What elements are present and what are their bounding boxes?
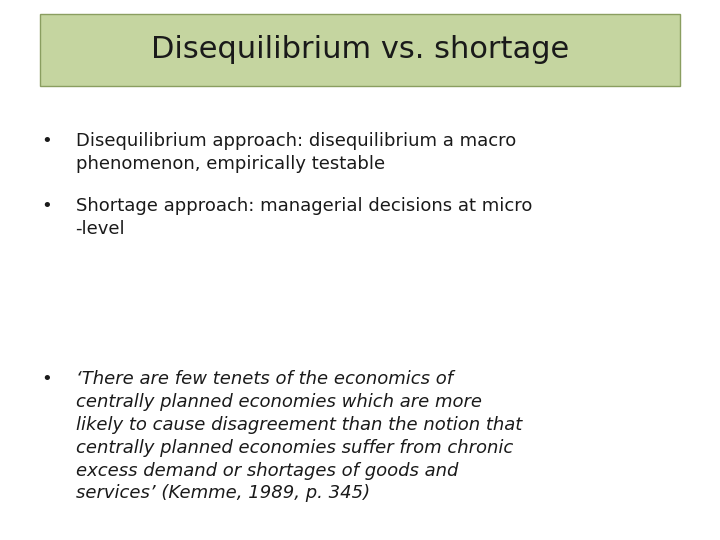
Text: •: • — [42, 370, 52, 388]
Text: Disequilibrium vs. shortage: Disequilibrium vs. shortage — [151, 36, 569, 64]
Text: Shortage approach: managerial decisions at micro
-level: Shortage approach: managerial decisions … — [76, 197, 532, 238]
FancyBboxPatch shape — [40, 14, 680, 86]
Text: Disequilibrium approach: disequilibrium a macro
phenomenon, empirically testable: Disequilibrium approach: disequilibrium … — [76, 132, 516, 173]
Text: ‘There are few tenets of the economics of
centrally planned economies which are : ‘There are few tenets of the economics o… — [76, 370, 522, 502]
Text: •: • — [42, 197, 52, 215]
Text: •: • — [42, 132, 52, 150]
